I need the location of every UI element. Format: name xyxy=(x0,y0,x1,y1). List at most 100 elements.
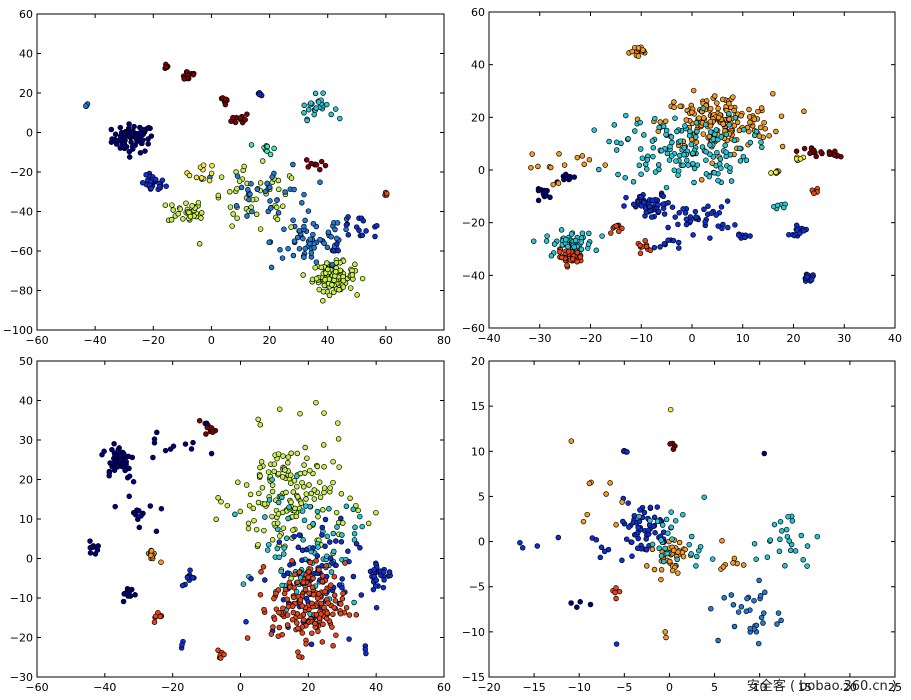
scatter-point xyxy=(760,620,766,626)
scatter-point xyxy=(747,233,753,239)
scatter-point xyxy=(669,204,676,210)
scatter-point xyxy=(680,511,686,518)
scatter-point xyxy=(718,165,724,171)
scatter-point xyxy=(535,187,542,194)
scatter-point xyxy=(646,203,653,210)
scatter-point xyxy=(715,637,721,644)
y-tick-label: −20 xyxy=(10,632,33,645)
scatter-point xyxy=(283,489,289,496)
scatter-point xyxy=(660,193,667,200)
scatter-point xyxy=(717,156,724,162)
scatter-point xyxy=(282,189,288,195)
scatter-point xyxy=(624,449,630,455)
scatter-point xyxy=(313,558,319,564)
scatter-point xyxy=(707,129,714,135)
scatter-point xyxy=(190,71,197,78)
scatter-point xyxy=(636,518,643,525)
scatter-point xyxy=(304,455,310,461)
scatter-point xyxy=(203,431,209,437)
scatter-point xyxy=(650,144,657,151)
scatter-point xyxy=(351,599,357,606)
scatter-point xyxy=(601,548,608,555)
scatter-point xyxy=(162,447,169,454)
scatter-point xyxy=(658,576,664,583)
scatter-point xyxy=(647,247,654,254)
scatter-point xyxy=(224,502,231,509)
scatter-point xyxy=(623,194,629,201)
scatter-point xyxy=(637,507,643,513)
scatter-point xyxy=(713,127,720,133)
scatter-point xyxy=(665,530,671,536)
y-tick-label: −100 xyxy=(3,324,33,337)
scatter-point xyxy=(693,214,699,220)
scatter-point xyxy=(636,162,643,169)
scatter-point xyxy=(262,514,268,520)
scatter-point xyxy=(283,535,290,542)
scatter-point xyxy=(322,588,328,595)
scatter-point xyxy=(701,206,707,213)
scatter-point xyxy=(126,493,132,500)
scatter-point xyxy=(305,574,311,581)
x-tick-label: −40 xyxy=(93,681,116,694)
scatter-point xyxy=(290,217,296,223)
scatter-point xyxy=(218,174,225,180)
scatter-point xyxy=(555,180,562,186)
scatter-point xyxy=(258,569,264,575)
scatter-point xyxy=(145,141,151,147)
scatter-point xyxy=(665,237,671,243)
scatter-point xyxy=(233,203,240,209)
scatter-point xyxy=(320,621,326,628)
scatter-point xyxy=(294,473,300,479)
scatter-point xyxy=(793,148,800,154)
scatter-point xyxy=(630,201,637,208)
scatter-point xyxy=(153,528,160,535)
scatter-point xyxy=(339,596,346,602)
scatter-point xyxy=(629,553,635,559)
scatter-point xyxy=(737,145,743,152)
scatter-point xyxy=(792,548,799,554)
scatter-point xyxy=(773,169,779,176)
scatter-point xyxy=(271,461,278,467)
y-tick-label: 0 xyxy=(478,164,485,177)
scatter-point xyxy=(758,105,765,111)
scatter-point xyxy=(308,100,314,106)
scatter-point xyxy=(563,172,569,179)
scatter-point xyxy=(346,636,352,642)
scatter-point xyxy=(778,113,785,119)
scatter-point xyxy=(328,234,334,240)
x-tick-label: 0 xyxy=(237,681,244,694)
scatter-point xyxy=(558,254,565,261)
y-tick-label: 0 xyxy=(26,553,33,566)
scatter-point xyxy=(359,523,365,530)
scatter-point xyxy=(286,579,293,586)
scatter-point xyxy=(635,53,642,59)
scatter-point xyxy=(625,500,631,506)
scatter-point xyxy=(683,117,690,123)
scatter-point xyxy=(261,501,268,507)
scatter-point xyxy=(248,181,254,187)
scatter-point xyxy=(801,145,808,152)
scatter-point xyxy=(310,591,317,598)
scatter-point xyxy=(680,553,687,560)
scatter-point xyxy=(373,509,379,516)
scatter-point xyxy=(608,230,614,236)
scatter-point xyxy=(318,158,325,165)
scatter-point xyxy=(779,143,786,150)
scatter-point xyxy=(315,99,322,105)
scatter-point xyxy=(200,162,207,168)
y-tick-label: 0 xyxy=(26,127,33,140)
scatter-point xyxy=(115,448,121,455)
scatter-point xyxy=(335,420,341,426)
scatter-point xyxy=(700,131,707,137)
scatter-point xyxy=(732,222,738,228)
scatter-point xyxy=(643,536,649,542)
scatter-point xyxy=(626,524,632,530)
scatter-point xyxy=(315,628,321,635)
scatter-point xyxy=(294,579,301,586)
scatter-point xyxy=(738,113,744,119)
scatter-point xyxy=(743,608,750,615)
scatter-point xyxy=(266,239,272,246)
scatter-point xyxy=(190,439,196,446)
scatter-point xyxy=(139,126,145,133)
scatter-point xyxy=(336,287,342,293)
